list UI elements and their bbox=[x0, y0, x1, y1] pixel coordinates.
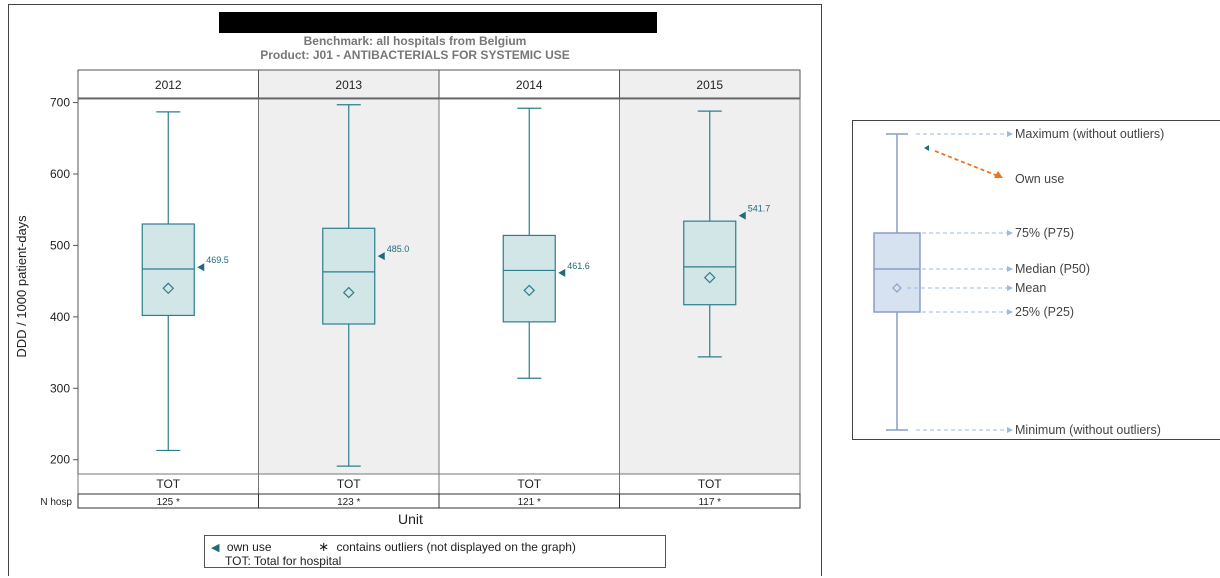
unit-label: TOT bbox=[337, 477, 361, 491]
panel-header bbox=[438, 69, 620, 99]
own-use-label: 469.5 bbox=[206, 255, 229, 265]
y-tick-label: 400 bbox=[50, 310, 70, 324]
asterisk-icon: ∗ bbox=[318, 539, 330, 554]
iqr-box bbox=[502, 234, 556, 323]
boxplot-explanation: Maximum (without outliers) 75% (P75) Media… bbox=[873, 127, 1164, 437]
chart-frame bbox=[8, 4, 822, 576]
n-hosp-value: 123 * bbox=[337, 497, 360, 508]
unit-label: TOT bbox=[517, 477, 541, 491]
panel-year-label: 2015 bbox=[696, 78, 723, 92]
panel-header bbox=[619, 69, 801, 99]
legend-outliers: contains outliers (not displayed on the … bbox=[336, 540, 576, 554]
panel-header bbox=[77, 69, 259, 99]
n-hosp-value: 121 * bbox=[518, 497, 541, 508]
panel-year-label: 2013 bbox=[335, 78, 362, 92]
box-plot-chart: 2012 TOT 125 * 469.5 2013 TOT 123 * 485.0 2014 TO… bbox=[14, 69, 801, 509]
label-p25: 25% (P25) bbox=[1015, 305, 1074, 319]
own-use-arrow-line bbox=[934, 150, 999, 177]
y-tick-label: 300 bbox=[50, 381, 70, 395]
benchmark-subtitle: Benchmark: all hospitals from Belgium bbox=[303, 34, 527, 48]
legend: ◀ own use ∗ contains outliers (not displ… bbox=[204, 535, 666, 568]
legend-tot: TOT: Total for hospital bbox=[225, 554, 342, 568]
y-tick-label: 700 bbox=[50, 96, 70, 110]
x-axis-label: Unit bbox=[398, 511, 423, 527]
iqr-box bbox=[683, 220, 737, 306]
own-use-label: 461.6 bbox=[567, 261, 590, 271]
iqr-box bbox=[322, 227, 376, 325]
n-hosp-cell bbox=[619, 493, 801, 509]
label-median: Median (P50) bbox=[1015, 262, 1090, 276]
n-hosp-value: 125 * bbox=[157, 497, 180, 508]
y-tick-label: 200 bbox=[50, 453, 70, 467]
n-hosp-value: 117 * bbox=[698, 497, 721, 508]
own-use-marker bbox=[197, 263, 205, 272]
mean-marker bbox=[523, 284, 536, 297]
explanation-arrow-head bbox=[1007, 285, 1013, 291]
unit-label: TOT bbox=[156, 477, 180, 491]
boxplot-explanation-frame bbox=[852, 120, 1220, 440]
own-use-label: 541.7 bbox=[748, 204, 771, 214]
unit-label: TOT bbox=[698, 477, 722, 491]
mean-marker bbox=[703, 271, 716, 284]
label-maximum: Maximum (without outliers) bbox=[1015, 127, 1164, 141]
panel-header bbox=[258, 69, 440, 99]
label-p75: 75% (P75) bbox=[1015, 226, 1074, 240]
y-tick-label: 600 bbox=[50, 167, 70, 181]
explanation-arrow-head bbox=[1007, 309, 1013, 315]
example-iqr-box bbox=[873, 232, 921, 313]
n-hosp-row-label: N hosp bbox=[40, 497, 72, 508]
y-tick-label: 500 bbox=[50, 238, 70, 252]
own-use-marker bbox=[558, 268, 566, 277]
label-mean: Mean bbox=[1015, 281, 1046, 295]
panel-year-label: 2012 bbox=[155, 78, 182, 92]
explanation-arrow-head bbox=[1007, 266, 1013, 272]
redacted-hospital-name bbox=[219, 12, 657, 33]
y-axis-label: DDD / 1000 patient-days bbox=[14, 215, 29, 358]
example-mean-marker bbox=[892, 283, 902, 293]
mean-marker bbox=[342, 286, 355, 299]
label-minimum: Minimum (without outliers) bbox=[1015, 423, 1161, 437]
own-use-marker bbox=[377, 252, 385, 261]
product-subtitle: Product: J01 - ANTIBACTERIALS FOR SYSTEM… bbox=[260, 48, 570, 62]
own-use-marker bbox=[738, 211, 746, 220]
explanation-arrow-head bbox=[1007, 427, 1013, 433]
legend-own-use: own use bbox=[226, 540, 272, 554]
explanation-arrow-head bbox=[1007, 131, 1013, 137]
mean-marker bbox=[162, 282, 175, 295]
panel-year-label: 2014 bbox=[516, 78, 543, 92]
explanation-arrow-head bbox=[1007, 230, 1013, 236]
label-own-use: Own use bbox=[1015, 172, 1064, 186]
iqr-box bbox=[141, 223, 195, 317]
own-use-label: 485.0 bbox=[387, 244, 410, 254]
example-own-use-marker bbox=[924, 145, 929, 151]
own-use-arrow-head bbox=[994, 171, 1003, 178]
own-use-marker-icon: ◀ bbox=[211, 542, 220, 554]
